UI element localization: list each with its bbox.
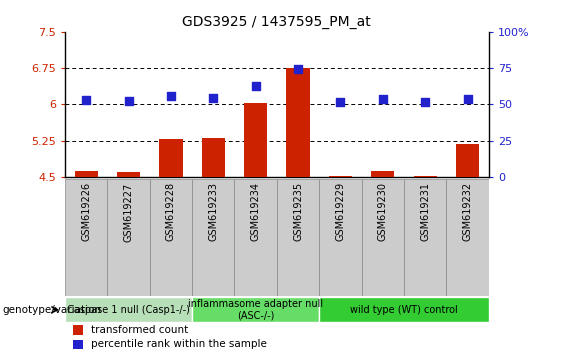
- Bar: [107, 179, 150, 296]
- Bar: [202, 138, 225, 177]
- Bar: [117, 172, 140, 177]
- Bar: [75, 171, 98, 177]
- Text: GSM619228: GSM619228: [166, 182, 176, 241]
- Bar: [371, 171, 394, 177]
- Bar: [192, 297, 319, 322]
- Text: GSM619227: GSM619227: [124, 182, 133, 241]
- Bar: [414, 176, 437, 177]
- Text: inflammasome adapter null
(ASC-/-): inflammasome adapter null (ASC-/-): [188, 299, 323, 321]
- Bar: [446, 179, 489, 296]
- Point: [251, 83, 260, 89]
- Point: [336, 99, 345, 105]
- Text: GSM619232: GSM619232: [463, 182, 472, 241]
- Bar: [319, 297, 489, 322]
- Text: GSM619226: GSM619226: [81, 182, 91, 241]
- Text: genotype/variation: genotype/variation: [3, 305, 102, 315]
- Bar: [65, 179, 107, 296]
- Text: GSM619235: GSM619235: [293, 182, 303, 241]
- Text: GSM619233: GSM619233: [208, 182, 218, 241]
- Bar: [277, 179, 319, 296]
- Bar: [73, 339, 83, 349]
- Bar: [234, 179, 277, 296]
- Bar: [150, 179, 192, 296]
- Text: GSM619234: GSM619234: [251, 182, 260, 241]
- Bar: [456, 144, 479, 177]
- Title: GDS3925 / 1437595_PM_at: GDS3925 / 1437595_PM_at: [182, 16, 371, 29]
- Text: wild type (WT) control: wild type (WT) control: [350, 305, 458, 315]
- Text: transformed count: transformed count: [92, 325, 189, 335]
- Bar: [73, 325, 83, 335]
- Point: [167, 93, 176, 98]
- Bar: [286, 68, 310, 177]
- Bar: [159, 139, 182, 177]
- Bar: [244, 103, 267, 177]
- Bar: [329, 176, 352, 177]
- Bar: [319, 179, 362, 296]
- Point: [294, 66, 303, 72]
- Bar: [65, 297, 192, 322]
- Text: GSM619230: GSM619230: [378, 182, 388, 241]
- Bar: [192, 179, 234, 296]
- Text: Caspase 1 null (Casp1-/-): Caspase 1 null (Casp1-/-): [67, 305, 190, 315]
- Point: [379, 96, 388, 102]
- Point: [124, 98, 133, 103]
- Text: percentile rank within the sample: percentile rank within the sample: [92, 339, 267, 349]
- Point: [209, 95, 218, 101]
- Point: [463, 96, 472, 102]
- Point: [82, 97, 91, 102]
- Text: GSM619231: GSM619231: [420, 182, 430, 241]
- Bar: [404, 179, 446, 296]
- Text: GSM619229: GSM619229: [336, 182, 345, 241]
- Bar: [362, 179, 404, 296]
- Point: [420, 99, 430, 105]
